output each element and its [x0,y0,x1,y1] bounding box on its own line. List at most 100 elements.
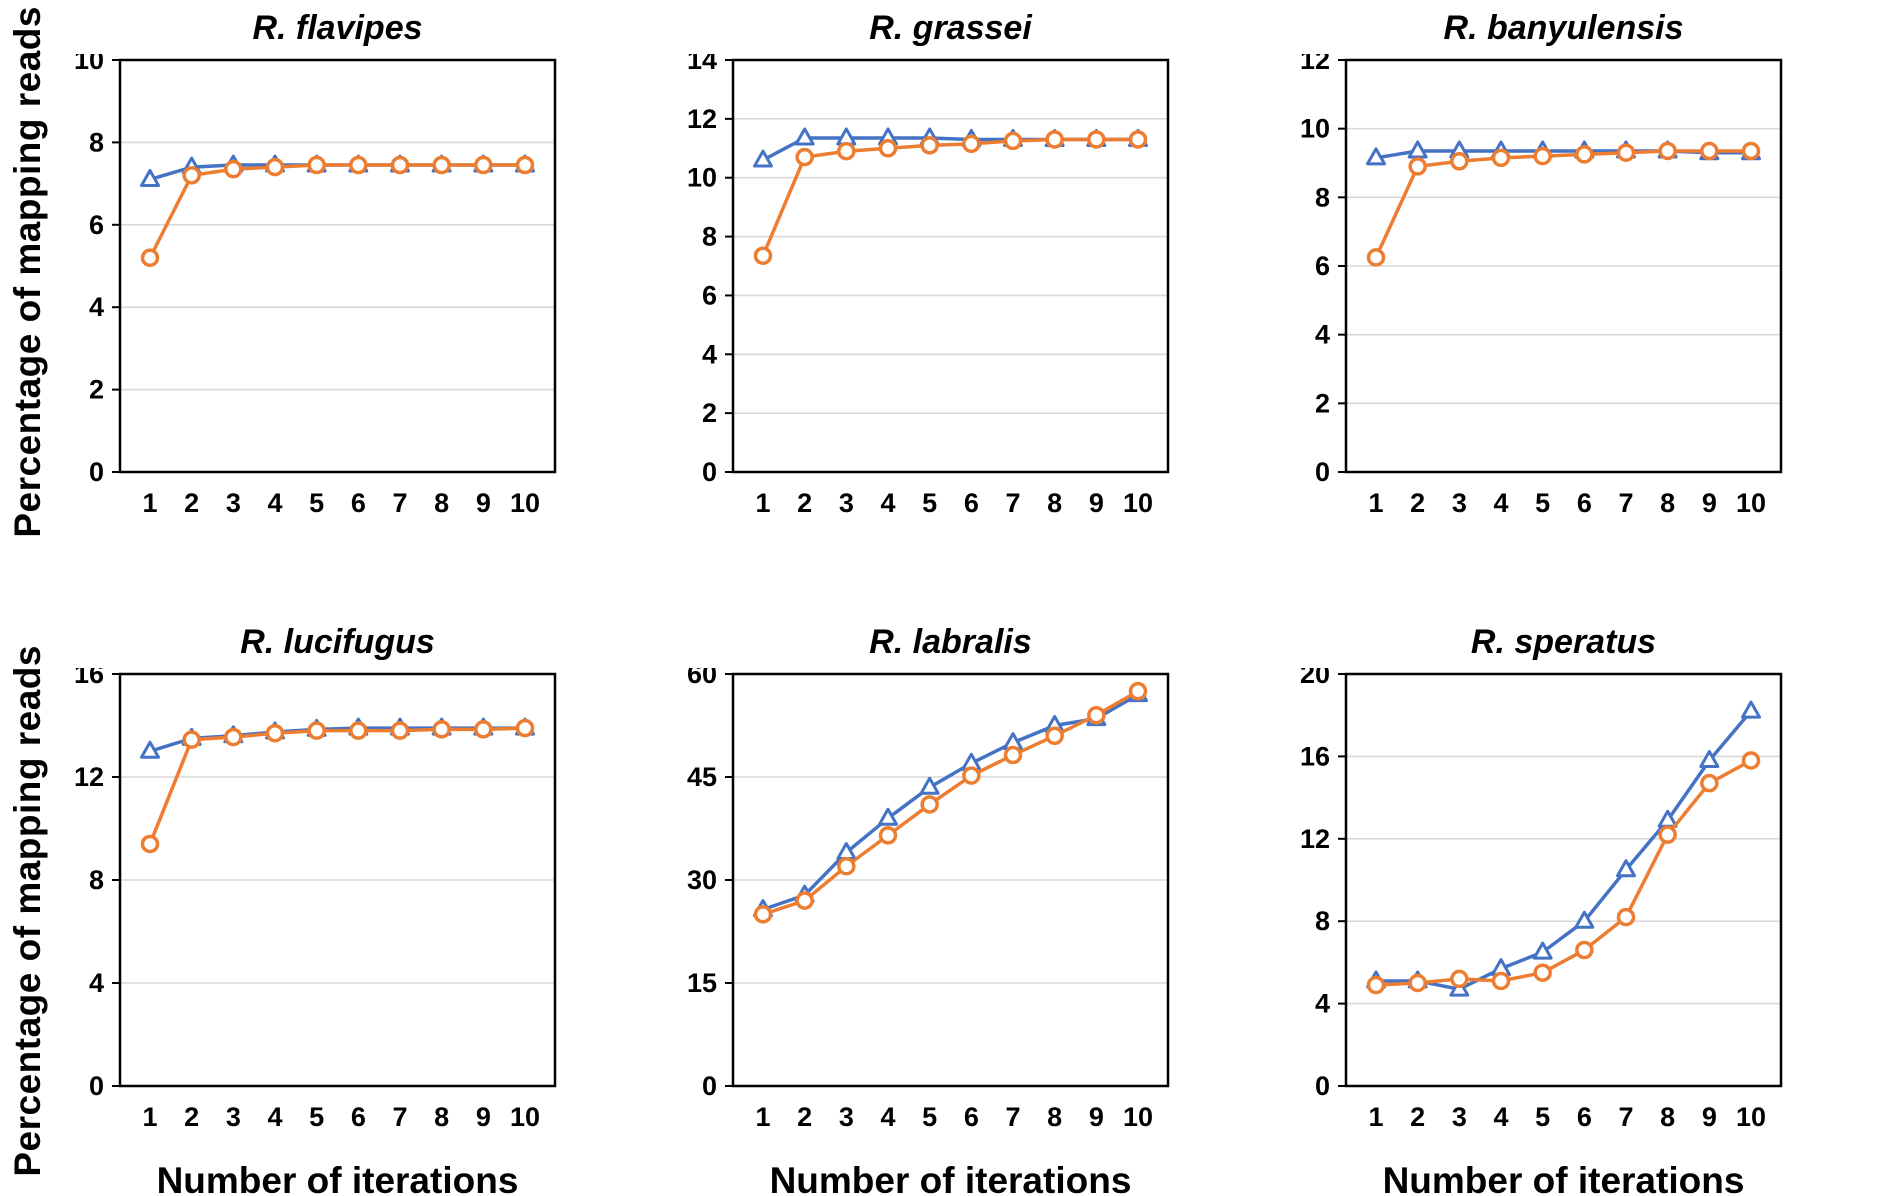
chart-title-speratus: R. speratus [1470,622,1657,661]
y-tick-label: 10 [74,54,104,75]
circle-marker [920,794,939,814]
x-tick-label: 9 [476,488,491,518]
y-tick-label: 4 [702,339,717,369]
y-tick-label: 2 [89,375,104,405]
x-tick-label: 7 [1005,488,1020,518]
x-tick-label: 4 [1493,1102,1508,1132]
orange-circle-series-line [1375,758,1752,987]
x-tick-label: 1 [755,1102,770,1132]
chart-cell-labralis: R. labralis 0 15 30 45 60 1 2 3 4 5 6 7 8 9 10 Number … [669,620,1282,1196]
y-tick-label: 0 [702,457,717,487]
circle-marker [1366,975,1386,994]
x-tick-label: 4 [880,488,895,518]
y-tick-label: 4 [1315,320,1330,350]
triangle-marker [140,168,160,187]
circle-marker [1408,157,1427,176]
y-tick-label: 30 [687,865,717,895]
triangle-marker [753,149,773,168]
circle-marker [1575,940,1594,959]
y-tick-label: 14 [687,54,717,75]
x-tick-label: 6 [964,1102,979,1132]
x-tick-label: 10 [510,1102,540,1132]
x-tick-label: 1 [142,1102,157,1132]
circle-marker [962,134,981,154]
orange-circle-series-line [762,689,1139,916]
y-tick-label: 2 [1315,388,1330,418]
x-axis-title: Number of iterations [769,1159,1132,1196]
plot-border [118,58,557,474]
circle-marker [1616,143,1636,162]
y-tick-label: 0 [89,1071,104,1101]
triangle-marker [1532,941,1553,960]
x-tick-label: 10 [1736,1102,1766,1132]
x-tick-label: 6 [1577,488,1592,518]
x-tick-label: 1 [142,488,157,518]
circle-marker [1741,750,1761,770]
circle-marker [1045,726,1064,745]
x-tick-label: 3 [226,1102,241,1132]
x-tick-label: 3 [1452,488,1467,518]
x-tick-label: 8 [434,488,449,518]
y-tick-label: 8 [89,127,104,157]
triangle-marker [878,807,898,826]
circle-marker [795,891,814,910]
circle-marker [349,721,368,740]
x-tick-label: 6 [1577,1102,1592,1132]
triangle-marker [140,740,160,759]
triangle-marker [1407,140,1428,159]
circle-marker [1128,681,1148,701]
x-tick-label: 1 [755,488,770,518]
circle-marker [474,719,493,739]
y-axis-title-text: Percentage of mapping reads [7,6,48,538]
x-tick-label: 8 [1047,1102,1062,1132]
chart-row-top: Percentage of mapping reads R. flavipes … [0,6,1896,538]
circle-marker [224,727,243,746]
x-tick-label: 8 [1660,488,1675,518]
y-tick-label: 4 [1315,988,1330,1018]
y-tick-label: 8 [1315,906,1330,936]
triangle-marker [1616,858,1636,877]
chart-title-grassei: R. grassei [869,9,1032,47]
x-tick-label: 4 [267,1102,282,1132]
circle-marker [1450,152,1469,171]
chart-title-banyulensis: R. banyulensis [1443,9,1684,47]
orange-circle-series-line [148,163,525,259]
y-tick-label: 0 [702,1071,717,1101]
circle-marker [1700,773,1719,793]
x-tick-label: 1 [1368,488,1383,518]
x-axis-title: Number of iterations [156,1159,519,1196]
circle-marker [795,147,814,167]
y-axis-title-text: Percentage of mapping reads [7,644,48,1177]
x-tick-label: 5 [1535,488,1550,518]
y-tick-label: 0 [1315,1071,1330,1101]
x-tick-label: 5 [922,1102,937,1132]
triangle-marker [1741,700,1761,719]
circle-marker [1658,825,1677,844]
triangle-marker [1699,749,1720,768]
triangle-marker [1574,910,1595,929]
x-tick-label: 4 [267,488,282,518]
circle-marker [515,155,535,175]
x-tick-label: 6 [351,488,366,518]
circle-marker [837,856,856,876]
x-tick-label: 5 [309,1102,324,1132]
y-tick-label: 12 [74,762,104,792]
x-tick-label: 6 [351,1102,366,1132]
x-tick-label: 7 [1005,1102,1020,1132]
x-tick-label: 9 [476,1102,491,1132]
x-tick-label: 7 [1618,1102,1633,1132]
x-tick-label: 10 [1123,1102,1153,1132]
x-tick-label: 5 [309,488,324,518]
circle-marker [878,139,898,158]
circle-marker [1575,145,1594,164]
x-tick-label: 5 [1535,1102,1550,1132]
circle-marker [265,157,285,177]
circle-marker [515,718,535,737]
y-tick-label: 12 [687,104,717,134]
chart-title-lucifugus: R. lucifugus [240,622,435,661]
x-tick-label: 9 [1089,488,1104,518]
triangle-marker [794,127,815,146]
